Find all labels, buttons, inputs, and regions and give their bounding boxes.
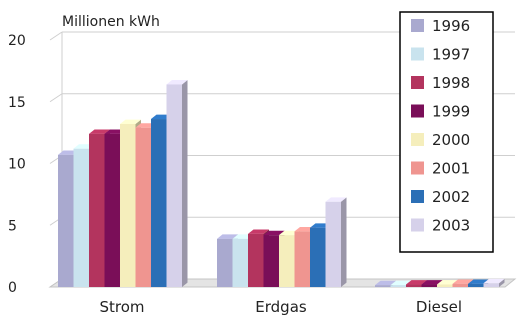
legend-swatch	[411, 104, 424, 118]
legend-label: 1998	[432, 74, 470, 92]
y-tick-label: 20	[8, 33, 26, 49]
legend-entry: 1998	[411, 74, 470, 92]
y-tick-label: 15	[8, 95, 26, 111]
bar-front	[120, 123, 136, 287]
legend-swatch	[411, 161, 424, 175]
bar-front	[325, 201, 341, 287]
bar-top	[437, 280, 458, 285]
bar	[325, 197, 347, 287]
x-category-label: Strom	[99, 298, 144, 316]
legend-swatch	[411, 47, 424, 61]
y-axis-label: Millionen kWh	[62, 14, 160, 30]
bar-front	[279, 235, 295, 287]
bar-top	[421, 280, 443, 285]
legend: 1996 1997 1998 1999 2000 2001 2002 2003	[399, 11, 494, 253]
legend-entry: 2001	[411, 160, 470, 178]
bar-top	[248, 229, 269, 234]
bar-side	[341, 197, 347, 287]
bar-front	[468, 283, 484, 287]
bar-front	[166, 84, 182, 288]
bar-top	[263, 230, 285, 236]
legend-label: 2001	[432, 160, 470, 178]
bar-front	[452, 283, 468, 287]
bar-front	[73, 148, 89, 287]
bar-front	[294, 231, 310, 287]
bar-top	[120, 119, 141, 124]
bar-top	[325, 197, 347, 202]
bar-front	[483, 283, 499, 287]
legend-label: 2000	[432, 131, 470, 149]
x-axis-categories: Strom Erdgas Diesel	[99, 298, 462, 316]
legend-label: 1997	[432, 46, 470, 64]
y-tick-label: 0	[8, 280, 17, 296]
bar-front	[217, 238, 233, 287]
bar	[483, 278, 505, 287]
y-axis-ticks: 0 5 10 15 20	[8, 33, 26, 296]
bar-top	[166, 80, 188, 85]
bar-front	[263, 235, 279, 287]
bar-top	[217, 234, 238, 239]
bars	[58, 80, 505, 288]
bar-top	[89, 129, 110, 134]
bar-front	[58, 154, 74, 287]
legend-entry: 1999	[411, 103, 470, 121]
bar-front	[151, 119, 167, 287]
legend-entry: 2003	[411, 217, 470, 235]
legend-entry: 2002	[411, 188, 470, 206]
bar-top	[375, 280, 396, 286]
legend-swatch	[411, 19, 424, 32]
bar-front	[437, 284, 453, 287]
bar-front	[310, 227, 326, 287]
bar-front	[390, 285, 406, 287]
legend-swatch	[411, 133, 424, 146]
bar-front	[232, 238, 248, 287]
gridline-depth	[49, 31, 63, 41]
bar-front	[135, 127, 151, 287]
legend-swatch	[411, 218, 424, 232]
legend-entry: 2000	[411, 131, 470, 149]
bar-top	[390, 280, 412, 286]
y-tick-label: 5	[8, 218, 17, 234]
y-tick-label: 10	[8, 157, 26, 173]
x-category-label: Diesel	[416, 298, 462, 316]
bar-front	[375, 285, 391, 287]
bar-side	[499, 278, 505, 287]
bar-front	[406, 284, 422, 287]
legend-label: 2002	[432, 188, 470, 206]
bar-front	[248, 233, 264, 287]
legend-entry: 1996	[411, 17, 470, 35]
bar-top	[483, 278, 505, 284]
bar-side	[182, 80, 188, 287]
bar-front	[421, 284, 437, 287]
bar	[166, 80, 188, 288]
x-category-label: Erdgas	[255, 298, 307, 316]
legend-label: 1999	[432, 103, 470, 121]
legend-swatch	[411, 76, 424, 89]
bar-top	[452, 279, 474, 284]
legend-entry: 1997	[411, 46, 470, 64]
bar-front	[89, 133, 105, 287]
legend-swatch	[411, 190, 424, 203]
legend-label: 1996	[432, 17, 470, 35]
legend-label: 2003	[432, 217, 470, 235]
bar-top	[406, 280, 427, 285]
gridline-depth	[49, 93, 63, 103]
bar-top	[468, 279, 489, 284]
bar-front	[104, 133, 120, 287]
